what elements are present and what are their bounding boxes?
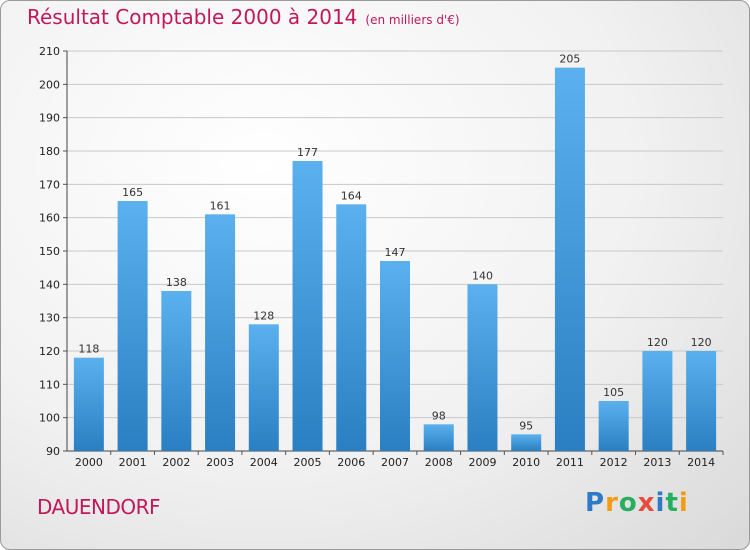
bar: [248, 324, 279, 451]
y-tick-label: 140: [39, 278, 60, 291]
bar: [117, 201, 148, 451]
logo-letter: t: [665, 488, 679, 518]
y-tick-label: 110: [39, 378, 60, 391]
x-tick-label: 2011: [556, 456, 584, 469]
logo-letter: r: [605, 488, 619, 518]
data-label: 105: [603, 386, 624, 399]
x-tick-label: 2001: [119, 456, 147, 469]
data-label: 164: [341, 189, 362, 202]
y-tick-label: 200: [39, 78, 60, 91]
data-label: 140: [472, 269, 493, 282]
logo-letter: o: [618, 488, 638, 518]
commune-name: DAUENDORF: [37, 495, 161, 519]
y-tick-label: 210: [39, 45, 60, 58]
x-tick-label: 2012: [600, 456, 628, 469]
data-label: 98: [432, 409, 446, 422]
bar: [511, 434, 542, 451]
data-label: 118: [78, 343, 99, 356]
x-tick-label: 2005: [294, 456, 322, 469]
chart-subtitle: (en milliers d'€): [365, 13, 460, 27]
y-tick-label: 90: [46, 445, 60, 458]
bar: [686, 351, 717, 451]
bar: [423, 424, 454, 451]
y-tick-label: 120: [39, 345, 60, 358]
x-tick-label: 2014: [687, 456, 715, 469]
bar: [292, 161, 323, 451]
bar: [554, 67, 585, 452]
logo-letter: P: [585, 488, 606, 518]
chart-title: Résultat Comptable 2000 à 2014 (en millie…: [27, 5, 460, 29]
x-tick-label: 2008: [425, 456, 453, 469]
data-label: 128: [253, 309, 274, 322]
y-tick-label: 150: [39, 245, 60, 258]
y-tick-label: 100: [39, 412, 60, 425]
data-label: 147: [385, 246, 406, 259]
bar: [161, 291, 192, 451]
y-tick-label: 190: [39, 112, 60, 125]
y-tick-label: 130: [39, 312, 60, 325]
x-tick-label: 2004: [250, 456, 278, 469]
x-tick-label: 2007: [381, 456, 409, 469]
data-label: 138: [166, 276, 187, 289]
data-label: 95: [519, 419, 533, 432]
bar: [73, 357, 104, 451]
data-label: 161: [210, 199, 231, 212]
data-label: 120: [691, 336, 712, 349]
y-tick-label: 160: [39, 212, 60, 225]
x-tick-label: 2002: [162, 456, 190, 469]
x-tick-label: 2013: [643, 456, 671, 469]
bar: [205, 214, 236, 451]
x-tick-label: 2010: [512, 456, 540, 469]
data-label: 177: [297, 146, 318, 159]
x-tick-label: 2006: [337, 456, 365, 469]
x-tick-label: 2000: [75, 456, 103, 469]
proxiti-logo: Proxiti: [585, 488, 689, 518]
logo-letter: i: [655, 488, 666, 518]
y-tick-label: 180: [39, 145, 60, 158]
bar: [598, 401, 629, 451]
bar: [336, 204, 367, 451]
bar: [467, 284, 498, 451]
bar: [642, 351, 673, 451]
logo-letter: i: [678, 488, 689, 518]
data-label: 165: [122, 186, 143, 199]
y-tick-label: 170: [39, 178, 60, 191]
x-tick-label: 2009: [468, 456, 496, 469]
logo-letter: x: [637, 488, 656, 518]
data-label: 120: [647, 336, 668, 349]
x-tick-label: 2003: [206, 456, 234, 469]
title-text: Résultat Comptable 2000 à 2014: [27, 5, 358, 29]
data-label: 205: [559, 53, 580, 66]
bar: [380, 261, 410, 451]
